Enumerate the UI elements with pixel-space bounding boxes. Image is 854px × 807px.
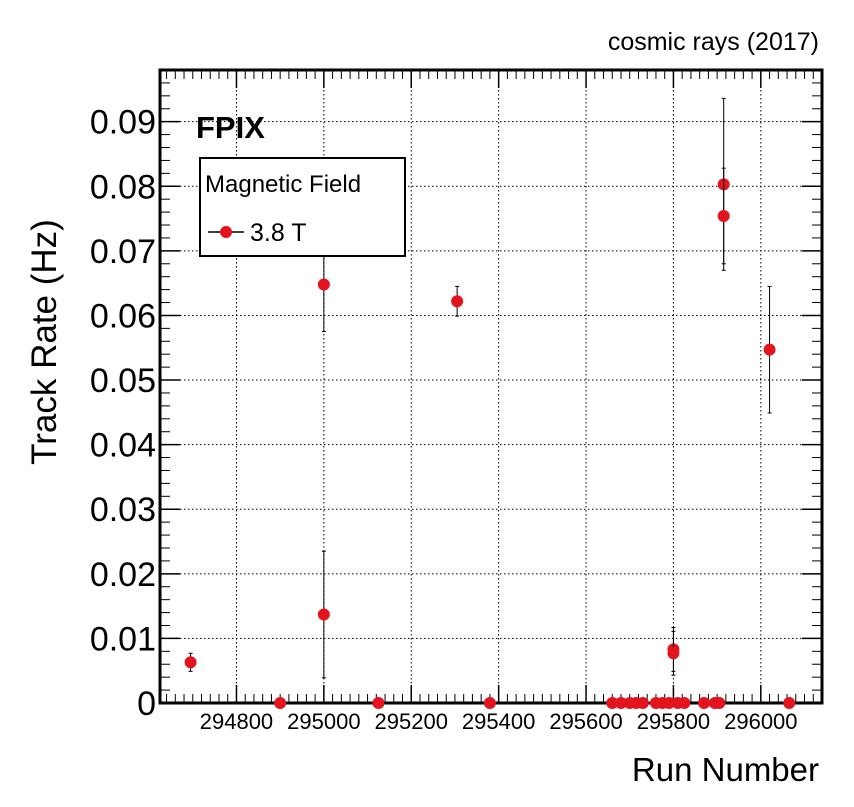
x-tick-label: 295600: [549, 709, 622, 734]
corner-label: FPIX: [196, 110, 265, 145]
x-axis-label: Run Number: [632, 751, 819, 788]
data-point: [483, 697, 496, 709]
x-tick-label: 296000: [724, 709, 797, 734]
data-point: [451, 295, 464, 308]
data-point: [698, 697, 711, 709]
data-point: [667, 647, 680, 660]
x-tick-label: 295400: [462, 709, 535, 734]
y-tick-label: 0.08: [90, 168, 156, 206]
y-axis-label: Track Rate (Hz): [25, 219, 64, 465]
y-tick-label: 0.06: [90, 297, 156, 335]
x-tick-label: 294800: [200, 709, 273, 734]
data-point: [783, 697, 796, 709]
data-point: [614, 697, 627, 709]
legend-entry-label: 3.8 T: [250, 219, 307, 247]
x-tick-label: 295200: [375, 709, 448, 734]
y-tick-label: 0.04: [90, 427, 156, 465]
y-tick-label: 0.01: [90, 620, 156, 658]
legend-box: [199, 157, 406, 257]
data-point: [713, 697, 726, 709]
data-point: [274, 697, 287, 709]
y-tick-label: 0.05: [90, 362, 156, 400]
data-point: [317, 278, 330, 291]
data-series-3-8-t: [184, 97, 796, 709]
legend: Magnetic Field 3.8 T: [199, 157, 406, 257]
top-right-text: cosmic rays (2017): [608, 28, 819, 56]
y-tick-label: 0.07: [90, 233, 156, 271]
data-point: [763, 343, 776, 356]
legend-title: Magnetic Field: [205, 171, 361, 198]
x-tick-label: 295800: [637, 709, 710, 734]
y-tick-label: 0.02: [90, 556, 156, 594]
y-tick-label: 0: [137, 685, 156, 723]
data-point: [317, 608, 330, 621]
tick-labels: 294800 295000 295200 295400 295600 295800 2960…: [90, 104, 798, 734]
y-tick-label: 0.03: [90, 491, 156, 529]
data-point: [717, 209, 730, 222]
y-tick-label: 0.09: [90, 104, 156, 142]
data-point: [184, 656, 197, 669]
legend-marker: [220, 226, 232, 238]
x-tick-label: 295000: [287, 709, 360, 734]
data-point: [663, 697, 676, 709]
data-point: [372, 697, 385, 709]
data-point: [678, 697, 691, 709]
data-point: [606, 697, 619, 709]
data-point: [636, 697, 649, 709]
